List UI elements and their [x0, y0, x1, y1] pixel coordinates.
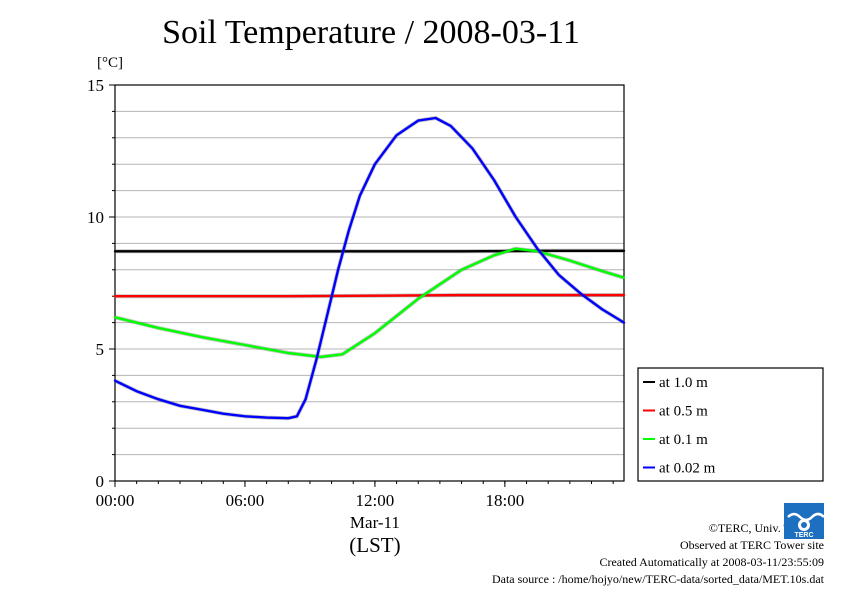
y-tick-label: 10: [87, 208, 104, 227]
y-tick-label: 15: [87, 76, 104, 95]
legend-label: at 0.02 m: [659, 461, 716, 477]
created-text: Created Automatically at 2008-03-11/23:5…: [599, 555, 824, 569]
x-tick-label: 12:00: [356, 491, 395, 510]
series-line-3: [113, 247, 626, 359]
terc-logo-icon: TERC: [784, 503, 824, 539]
x-tick-label: 18:00: [486, 491, 525, 510]
logo-text: TERC: [794, 532, 813, 539]
plot-frame: [114, 84, 625, 482]
x-axis-date-label: Mar-11: [350, 513, 400, 532]
y-tick-label: 0: [96, 472, 105, 491]
series-line-shadow: [114, 246, 625, 359]
series-line-1: [113, 249, 626, 253]
legend-label: at 0.1 m: [659, 432, 708, 448]
chart-title: Soil Temperature / 2008-03-11: [162, 14, 580, 51]
legend-box: [637, 367, 824, 482]
y-axis-unit: [°C]: [97, 55, 123, 71]
x-tick-label: 06:00: [226, 491, 265, 510]
source-text: Data source : /home/hojyo/new/TERC-data/…: [491, 572, 824, 586]
x-tick-label: 00:00: [96, 491, 135, 510]
x-axis-timezone-label: (LST): [349, 533, 400, 557]
observed-text: Observed at TERC Tower site: [679, 538, 824, 552]
legend-label: at 1.0 m: [659, 375, 708, 391]
legend-label: at 0.5 m: [659, 404, 708, 420]
y-tick-label: 5: [96, 340, 105, 359]
series-line-4: [113, 116, 626, 420]
series-line-2: [113, 293, 626, 298]
series-line-shadow: [114, 116, 626, 421]
